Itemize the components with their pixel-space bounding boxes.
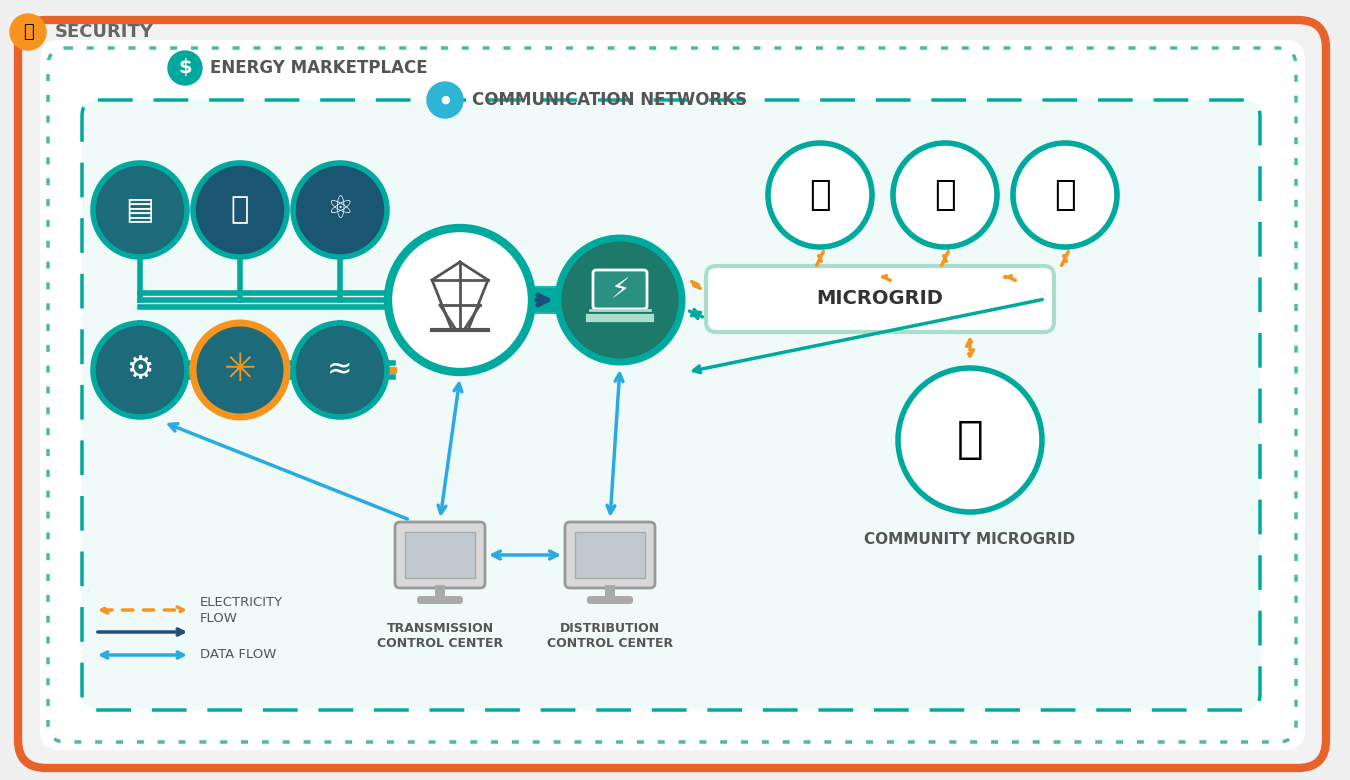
Text: ⚙: ⚙ [127, 356, 154, 385]
Text: COMMUNICATION NETWORKS: COMMUNICATION NETWORKS [472, 91, 747, 109]
Circle shape [387, 228, 532, 372]
FancyBboxPatch shape [593, 270, 647, 309]
Text: $: $ [178, 58, 192, 77]
FancyBboxPatch shape [531, 286, 560, 314]
Circle shape [558, 238, 682, 362]
Circle shape [193, 323, 288, 417]
Text: ⚛: ⚛ [327, 196, 354, 225]
Circle shape [93, 163, 188, 257]
Text: ELECTRICITY
FLOW: ELECTRICITY FLOW [200, 595, 284, 625]
Circle shape [9, 14, 46, 50]
Circle shape [898, 368, 1042, 512]
Text: ✳: ✳ [224, 351, 256, 389]
Text: 🗺: 🗺 [957, 419, 983, 462]
Text: COMMUNITY MICROGRID: COMMUNITY MICROGRID [864, 532, 1076, 547]
Text: ENERGY MARKETPLACE: ENERGY MARKETPLACE [211, 59, 428, 77]
Text: 🔥: 🔥 [231, 196, 250, 225]
Text: 🏠: 🏠 [1054, 178, 1076, 212]
Text: TRANSMISSION
CONTROL CENTER: TRANSMISSION CONTROL CENTER [377, 622, 504, 650]
FancyBboxPatch shape [82, 100, 1260, 710]
Circle shape [1012, 143, 1116, 247]
Circle shape [427, 82, 463, 118]
Circle shape [293, 323, 387, 417]
Circle shape [167, 51, 202, 85]
Text: ▤: ▤ [126, 196, 154, 225]
Text: 🏢: 🏢 [809, 178, 830, 212]
Text: ●: ● [440, 95, 450, 105]
Text: SECURITY: SECURITY [55, 23, 154, 41]
FancyBboxPatch shape [18, 20, 1326, 768]
Text: 🚗: 🚗 [934, 178, 956, 212]
FancyBboxPatch shape [605, 585, 616, 597]
Text: DATA FLOW: DATA FLOW [200, 648, 277, 661]
Text: ≈: ≈ [327, 356, 352, 385]
Circle shape [892, 143, 998, 247]
Text: DISTRIBUTION
CONTROL CENTER: DISTRIBUTION CONTROL CENTER [547, 622, 674, 650]
Text: ⚡: ⚡ [610, 276, 629, 304]
FancyBboxPatch shape [417, 596, 463, 604]
FancyBboxPatch shape [405, 532, 475, 578]
Circle shape [93, 323, 188, 417]
FancyBboxPatch shape [40, 40, 1305, 750]
FancyBboxPatch shape [435, 585, 446, 597]
Circle shape [768, 143, 872, 247]
Text: 🔒: 🔒 [23, 23, 34, 41]
FancyBboxPatch shape [706, 266, 1054, 332]
FancyBboxPatch shape [566, 522, 655, 588]
FancyBboxPatch shape [587, 596, 633, 604]
Circle shape [293, 163, 387, 257]
Text: MICROGRID: MICROGRID [817, 289, 944, 309]
FancyBboxPatch shape [575, 532, 645, 578]
Circle shape [193, 163, 288, 257]
FancyBboxPatch shape [396, 522, 485, 588]
